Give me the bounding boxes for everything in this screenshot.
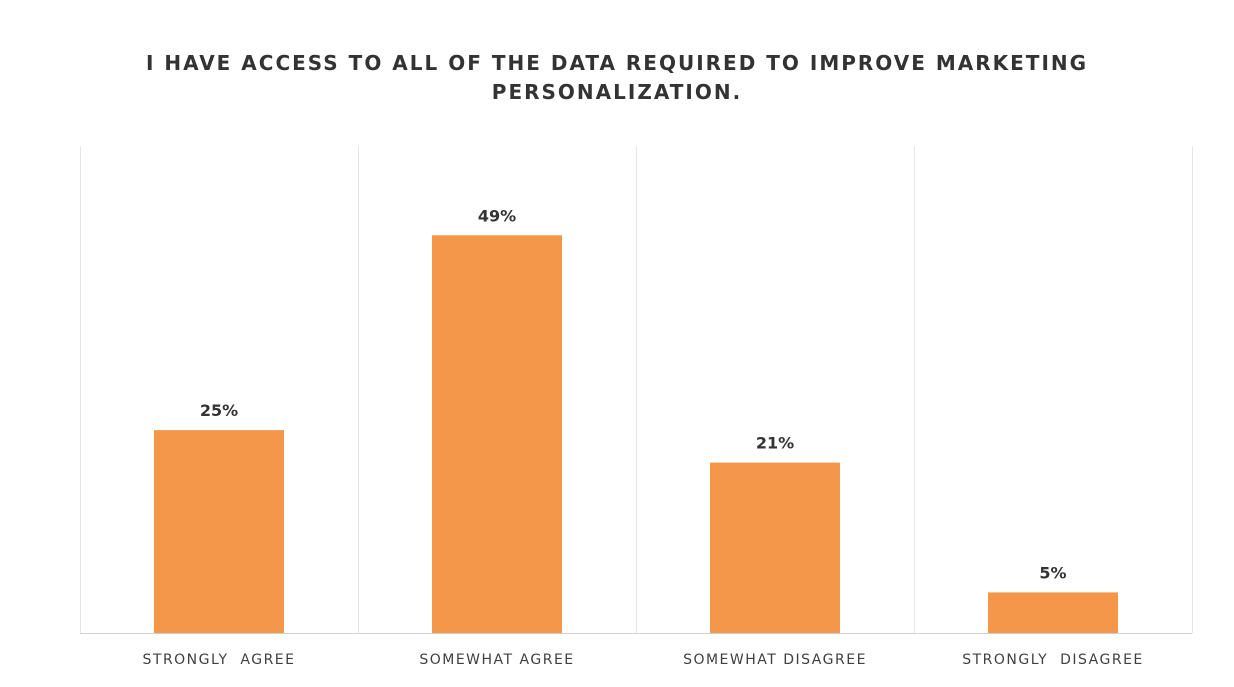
bar	[154, 430, 284, 633]
x-tick-label: SOMEWHAT DISAGREE	[683, 652, 867, 668]
chart-title-line-1: I HAVE ACCESS TO ALL OF THE DATA REQUIRE…	[145, 51, 1089, 75]
chart-title: I HAVE ACCESS TO ALL OF THE DATA REQUIRE…	[0, 49, 1234, 107]
bar	[988, 592, 1118, 633]
x-tick-label: STRONGLY DISAGREE	[962, 652, 1144, 668]
x-tick-label: SOMEWHAT AGREE	[419, 652, 574, 668]
data-label: 25%	[200, 401, 238, 420]
bar	[710, 462, 840, 633]
bar	[432, 235, 562, 634]
data-label: 5%	[1039, 563, 1066, 582]
chart-title-line-2: PERSONALIZATION.	[491, 80, 743, 104]
data-label: 49%	[478, 206, 516, 225]
x-tick-label: STRONGLY AGREE	[143, 652, 296, 668]
data-label: 21%	[756, 434, 794, 453]
